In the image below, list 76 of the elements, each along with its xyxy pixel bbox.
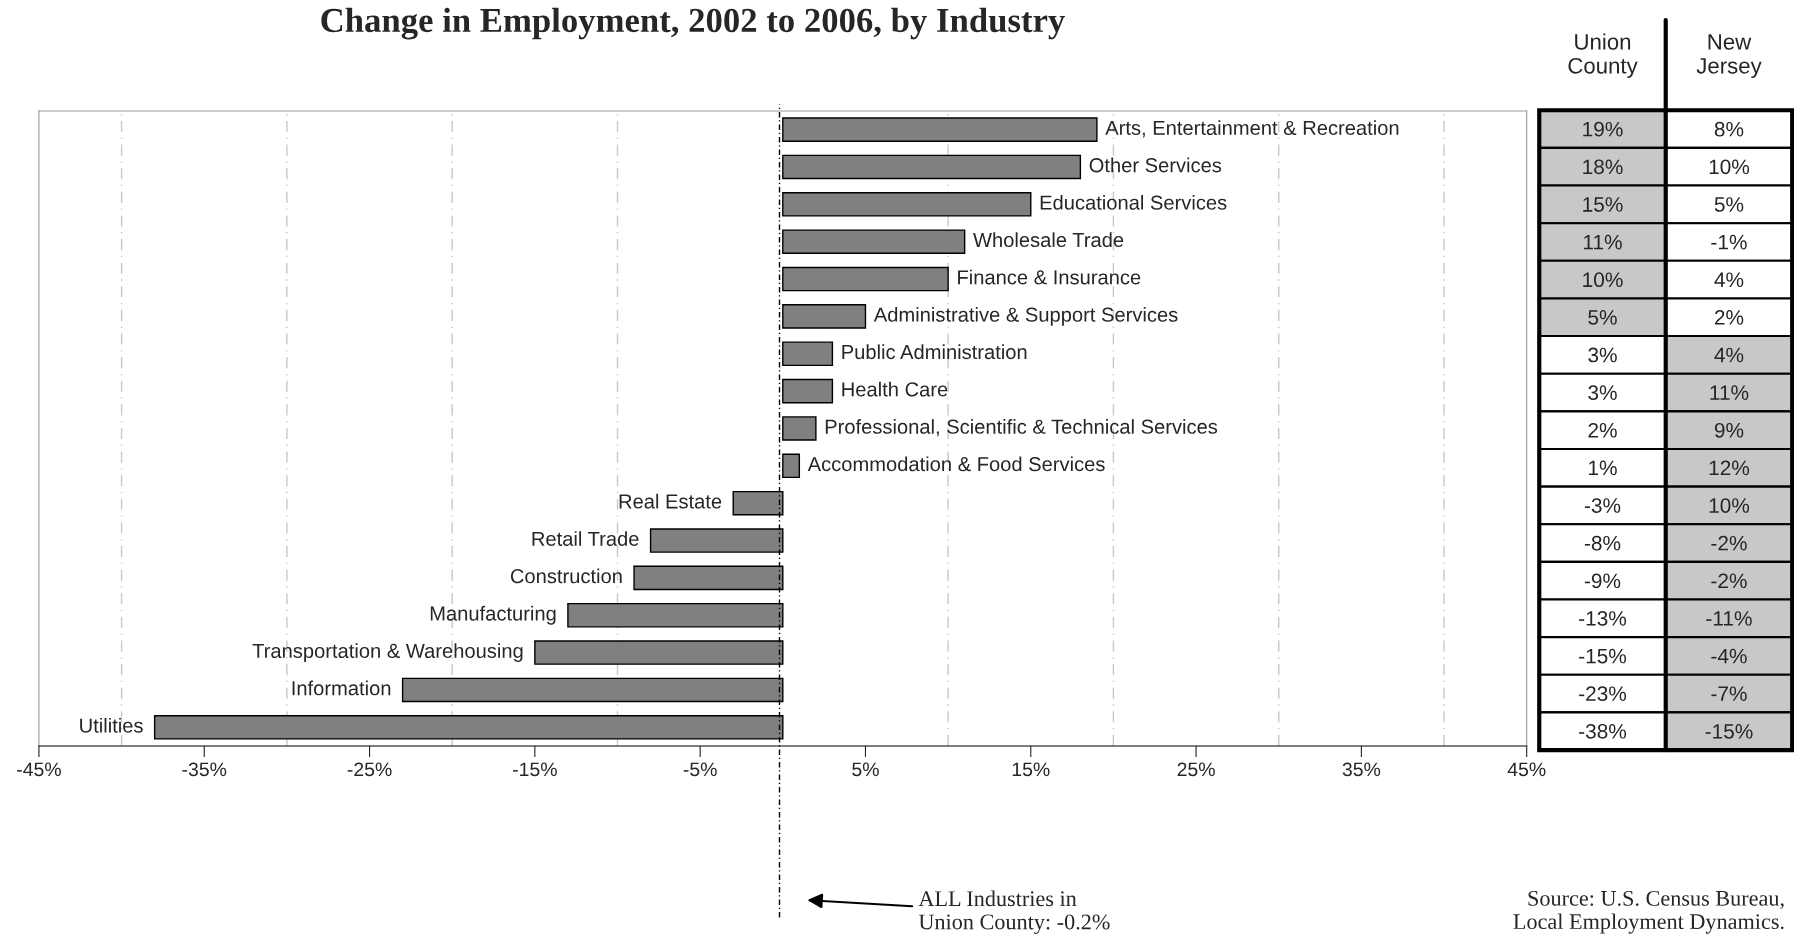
category-label: Administrative & Support Services bbox=[873, 307, 1178, 326]
bar bbox=[782, 117, 1098, 142]
x-tick-label: 45% bbox=[1507, 762, 1546, 777]
x-tick-label: -35% bbox=[182, 762, 227, 777]
text: 4% bbox=[1714, 272, 1744, 288]
text: -2% bbox=[1711, 573, 1747, 589]
text: 5% bbox=[1714, 197, 1744, 212]
bar bbox=[782, 266, 949, 292]
text: -13% bbox=[1579, 611, 1627, 626]
text: 2% bbox=[1714, 309, 1744, 325]
bar bbox=[782, 341, 834, 367]
text: -2% bbox=[1711, 535, 1747, 551]
text: 3% bbox=[1588, 385, 1617, 400]
text: 2% bbox=[1588, 422, 1617, 438]
category-label: Professional, Scientific & Technical Services bbox=[825, 419, 1218, 437]
x-tick-label: -15% bbox=[513, 762, 557, 777]
category-label: Accommodation & Food Services bbox=[807, 456, 1105, 472]
text: 18% bbox=[1583, 159, 1623, 175]
text: 10% bbox=[1709, 159, 1750, 175]
text: 19% bbox=[1583, 121, 1623, 137]
bar bbox=[782, 192, 1032, 217]
text: -3% bbox=[1584, 498, 1621, 513]
ref-line-label: ALL Industries in Union County: -0.2% bbox=[918, 890, 1110, 935]
chart-title: Change in Employment, 2002 to 2006, by Industry bbox=[321, 7, 1065, 40]
category-label: Real Estate bbox=[619, 493, 722, 509]
category-label: Utilities bbox=[80, 717, 143, 733]
bar bbox=[782, 378, 834, 404]
text: -7% bbox=[1711, 686, 1747, 701]
text: 4% bbox=[1714, 347, 1744, 363]
text: 12% bbox=[1709, 460, 1750, 476]
category-label: New Jersey bbox=[1696, 34, 1762, 79]
text: 15% bbox=[1583, 197, 1623, 212]
bar bbox=[782, 229, 966, 254]
x-tick-label: 25% bbox=[1177, 762, 1215, 777]
text: 3% bbox=[1588, 347, 1617, 363]
bar bbox=[782, 416, 817, 441]
category-label: Transportation & Warehousing bbox=[252, 643, 523, 662]
text: -38% bbox=[1579, 723, 1627, 739]
category-label: Arts, Entertainment & Recreation bbox=[1105, 120, 1399, 138]
text: -1% bbox=[1711, 234, 1747, 250]
text: -11% bbox=[1706, 611, 1752, 626]
bar bbox=[782, 453, 801, 479]
category-label: Retail Trade bbox=[532, 531, 639, 546]
category-label: Construction bbox=[510, 568, 622, 584]
text: -8% bbox=[1584, 535, 1621, 551]
category-label: Information bbox=[292, 680, 391, 696]
text: -9% bbox=[1584, 573, 1621, 589]
x-tick-label: 35% bbox=[1342, 762, 1381, 777]
text: -23% bbox=[1579, 686, 1627, 702]
category-label: Manufacturing bbox=[430, 605, 556, 625]
text: 8% bbox=[1714, 121, 1744, 137]
x-tick-label: -45% bbox=[17, 762, 61, 777]
text: 1% bbox=[1589, 460, 1617, 476]
text: 10% bbox=[1709, 498, 1750, 513]
text: 10% bbox=[1583, 272, 1623, 288]
text: -4% bbox=[1711, 648, 1747, 664]
category-label: Finance & Insurance bbox=[958, 269, 1141, 285]
category-label: Health Care bbox=[842, 381, 948, 397]
x-tick-label: 15% bbox=[1012, 762, 1050, 777]
source-note: Source: U.S. Census Bureau, Local Employment Dynamics. bbox=[1513, 890, 1784, 934]
bar bbox=[782, 304, 867, 329]
text: 11% bbox=[1710, 385, 1749, 400]
category-label: Union County bbox=[1568, 33, 1638, 79]
bar bbox=[782, 154, 1082, 180]
x-tick-label: 5% bbox=[852, 762, 879, 777]
category-label: Other Services bbox=[1089, 157, 1222, 173]
category-label: Educational Services bbox=[1040, 194, 1227, 210]
text: -15% bbox=[1579, 648, 1627, 664]
x-tick-label: -25% bbox=[347, 762, 392, 777]
text: 9% bbox=[1714, 422, 1744, 438]
category-label: Wholesale Trade bbox=[973, 232, 1124, 248]
text: -15% bbox=[1705, 724, 1753, 739]
text: 11% bbox=[1584, 234, 1622, 250]
x-tick-label: -5% bbox=[683, 762, 717, 777]
category-label: Public Administration bbox=[842, 344, 1027, 360]
text: 5% bbox=[1588, 310, 1617, 325]
